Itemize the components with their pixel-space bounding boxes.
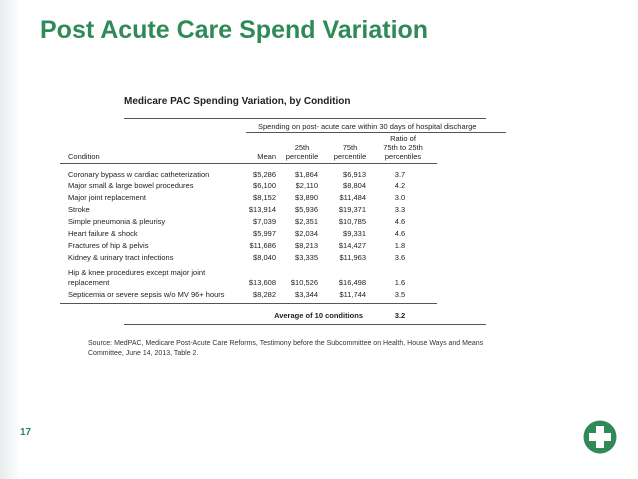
table-row-mean: $8,040: [253, 253, 276, 262]
table-row-p25: $3,890: [295, 193, 318, 202]
body-bottom-rule: [60, 303, 437, 304]
table-row-ratio: 4.6: [394, 217, 406, 226]
ratio-header-line3: percentiles: [384, 152, 422, 161]
table-row-p75: $9,331: [343, 229, 366, 238]
table-row-ratio: 3.0: [394, 193, 406, 202]
table-row-p75: $10,785: [338, 217, 366, 226]
table-row-p25: $10,526: [290, 278, 318, 287]
table-row-mean: $13,608: [248, 278, 276, 287]
table-top-rule: [124, 118, 486, 119]
table-row-ratio: 3.6: [394, 253, 406, 262]
p25-header-line1: 25th: [294, 143, 310, 152]
left-decorative-strip: [0, 0, 20, 479]
table-row-ratio: 1.8: [394, 241, 406, 250]
table-row-mean: $8,152: [253, 193, 276, 202]
table-row-condition: Fractures of hip & pelvis: [68, 241, 149, 250]
header-bottom-rule: [60, 163, 437, 164]
green-cross-logo-icon: [583, 420, 617, 454]
table-row-p75: $11,484: [339, 193, 366, 202]
ratio-header-line2: 75th to 25th: [383, 143, 423, 152]
table-row-condition: Major joint replacement: [68, 193, 146, 202]
table-row-p25: $2,351: [295, 217, 318, 226]
source-note: Source: MedPAC, Medicare Post-Acute Care…: [88, 340, 484, 357]
table-row-mean: $5,286: [253, 170, 276, 179]
table-row-mean: $8,282: [253, 290, 276, 299]
condition-header: Condition: [68, 152, 100, 161]
p75-header-line2: percentile: [333, 152, 367, 161]
table-row-ratio: 4.2: [394, 181, 406, 190]
average-label: Average of 10 conditions: [274, 311, 363, 320]
table-row-ratio: 3.3: [394, 205, 406, 214]
table-row-p25: $2,110: [295, 181, 318, 190]
table-row-condition: Coronary bypass w cardiac catheterizatio…: [68, 170, 210, 179]
table-row-mean: $5,997: [253, 229, 276, 238]
table-row-p25: $3,335: [295, 253, 318, 262]
table-row-p25: $2,034: [295, 229, 318, 238]
table-row-p25: $1,864: [295, 170, 318, 179]
table-row-condition: Septicemia or severe sepsis w/o MV 96+ h…: [68, 290, 225, 299]
table-row-condition-line1: Hip & knee procedures except major joint: [68, 268, 206, 277]
table-row-p25: $5,936: [295, 205, 318, 214]
table-bottom-rule: [124, 324, 486, 325]
table-row-p75: $14,427: [338, 241, 366, 250]
table-row-condition: replacement: [68, 278, 110, 287]
ratio-header-line1: Ratio of: [390, 134, 416, 143]
page-number: 17: [20, 427, 32, 438]
slide-title: Post Acute Care Spend Variation: [40, 16, 429, 44]
table-row-p75: $8,804: [343, 181, 366, 190]
table-row-p75: $11,744: [339, 290, 366, 299]
table-row-ratio: 3.5: [394, 290, 406, 299]
table-row-condition: Simple pneumonia & pleurisy: [68, 217, 166, 226]
p25-header-line2: percentile: [285, 152, 319, 161]
group-header-rule: [246, 132, 506, 133]
table-row-ratio: 4.6: [394, 229, 406, 238]
table-row-mean: $13,914: [248, 205, 276, 214]
table-row-p75: $11,963: [339, 253, 366, 262]
table-row-p75: $6,913: [343, 170, 366, 179]
table-row-condition: Kidney & urinary tract infections: [68, 253, 174, 262]
table-row-ratio: 3.7: [394, 170, 406, 179]
mean-header: Mean: [257, 152, 276, 161]
table-row-condition: Heart failure & shock: [68, 229, 138, 238]
table-title: Medicare PAC Spending Variation, by Cond…: [124, 96, 351, 107]
table-row-p25: $3,344: [295, 290, 318, 299]
table-row-mean: $7,039: [253, 217, 276, 226]
table-row-condition: Stroke: [68, 205, 90, 214]
group-header: Spending on post- acute care within 30 d…: [258, 122, 477, 131]
table-row-mean: $6,100: [253, 181, 276, 190]
table-row-ratio: 1.6: [394, 278, 406, 287]
p75-header-line1: 75th: [342, 143, 358, 152]
table-row-p25: $8,213: [295, 241, 318, 250]
average-value: 3.2: [394, 311, 406, 320]
table-row-mean: $11,686: [249, 241, 276, 250]
table-row-p75: $19,371: [338, 205, 366, 214]
table-row-condition: Major small & large bowel procedures: [68, 181, 194, 190]
table-row-p75: $16,498: [338, 278, 366, 287]
